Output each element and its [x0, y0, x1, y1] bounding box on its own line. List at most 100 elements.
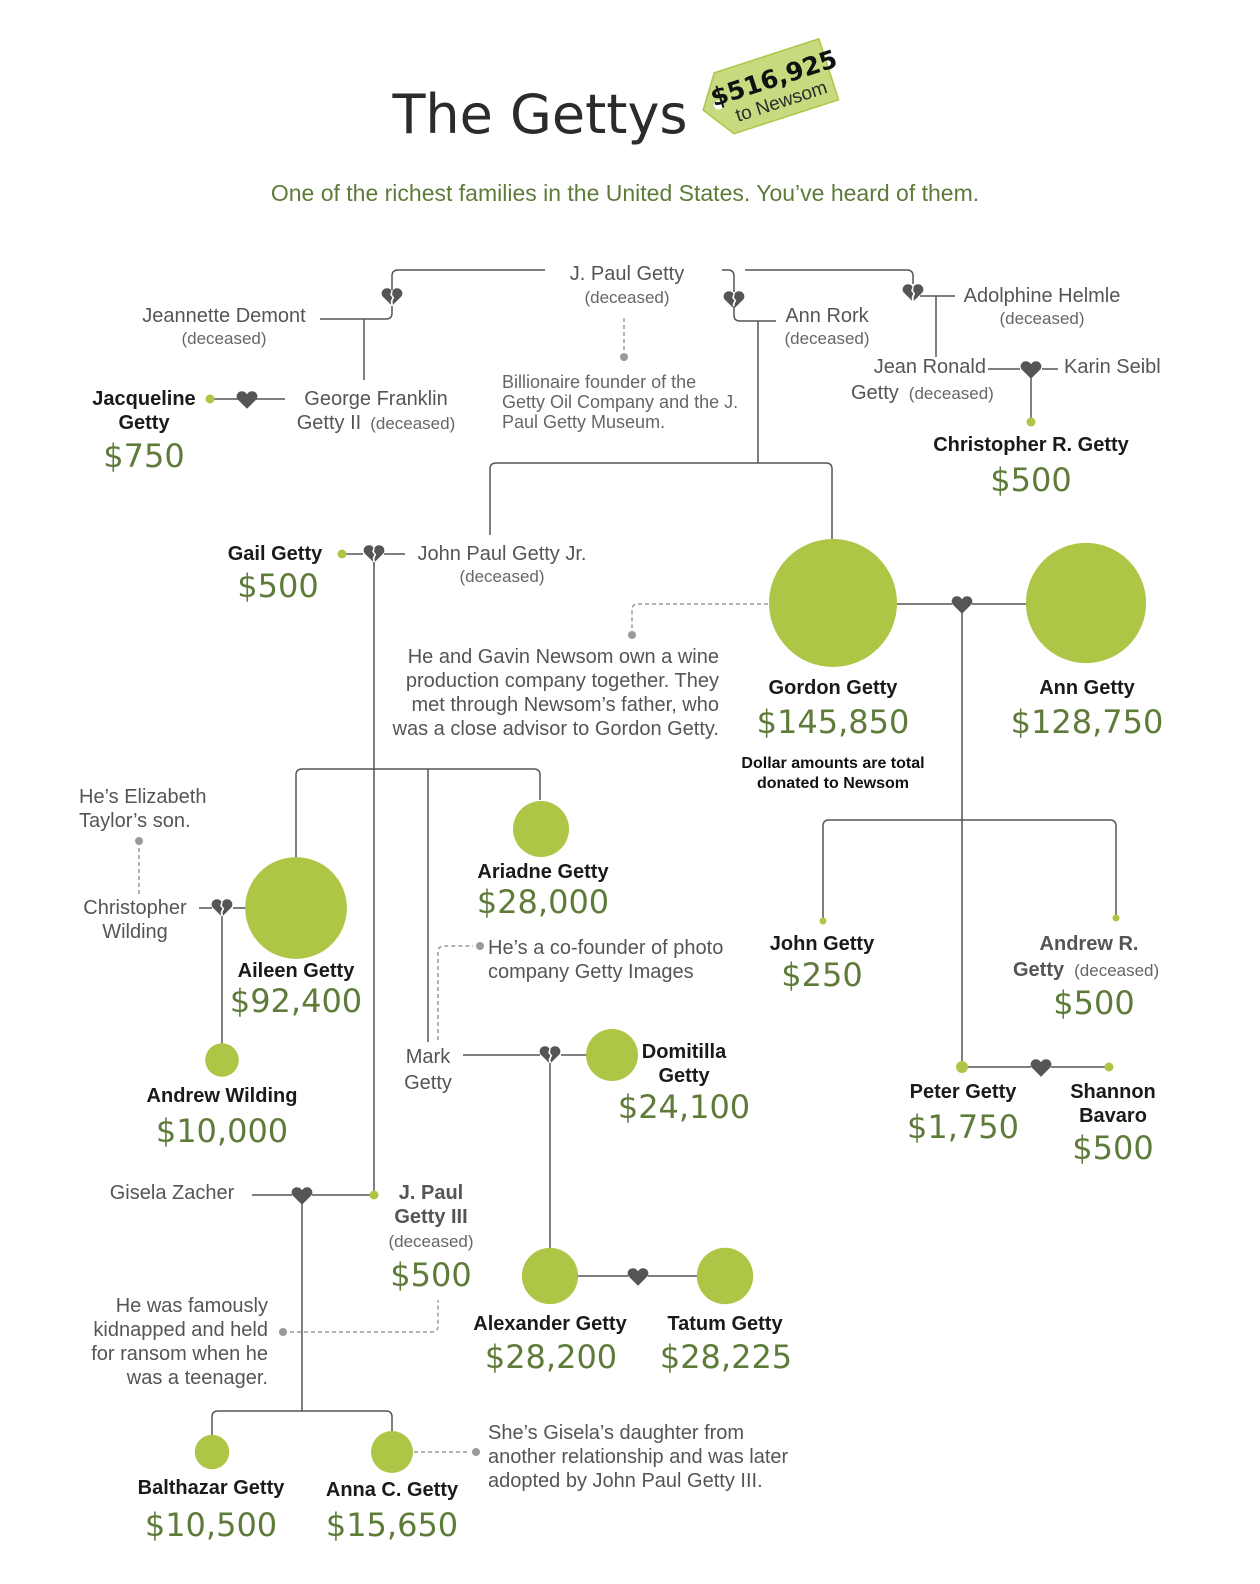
donor-dots	[205, 394, 1120, 1200]
mark-note-line2: company Getty Images	[488, 961, 694, 983]
jpaul-note-line3: Paul Getty Museum.	[502, 412, 665, 432]
kidnap-note-line1: He was famously	[116, 1295, 268, 1317]
heart-icon	[1030, 1059, 1052, 1077]
broken-heart-icon	[211, 899, 233, 916]
dash-mark-note	[437, 945, 473, 1040]
broken-heart-icon	[363, 545, 385, 562]
line-balthazar-anna-bar	[211, 1410, 393, 1437]
bubble-tatum-getty	[696, 1247, 754, 1305]
page-title: The Gettys	[391, 83, 687, 146]
donor-dot-shannon	[1104, 1062, 1114, 1072]
george-name2: Getty II	[297, 412, 361, 434]
gordon-note-line2: production company together. They	[406, 670, 719, 692]
donor-dot-jacqueline	[205, 394, 215, 404]
ann-amount: $128,750	[1011, 703, 1164, 741]
adolphine-status: (deceased)	[999, 309, 1084, 328]
kidnap-note-line2: kidnapped and held	[93, 1319, 268, 1341]
dot-mark-note	[476, 942, 484, 950]
peter-name: Peter Getty	[910, 1081, 1018, 1103]
dot-elizabeth-note	[135, 837, 143, 845]
kidnap-note-line4: was a teenager.	[126, 1367, 268, 1389]
jeanronald-name1: Jean Ronald	[874, 356, 986, 378]
jpjr-name: John Paul Getty Jr.	[418, 543, 587, 565]
jeanronald-status: (deceased)	[909, 384, 994, 403]
connector-lines	[199, 269, 1117, 1437]
bubble-aileen-getty	[245, 857, 347, 959]
gordon-note-line4: was a close advisor to Gordon Getty.	[392, 718, 719, 740]
shannon-name1: Shannon	[1070, 1081, 1156, 1103]
adolphine-name: Adolphine Helmle	[964, 285, 1121, 307]
line-jpaul-annrork	[722, 269, 735, 292]
jacqueline-name1: Jacqueline	[92, 388, 195, 410]
tatum-name: Tatum Getty	[667, 1313, 783, 1335]
shannon-amount: $500	[1072, 1129, 1153, 1167]
line-sons-bar	[489, 462, 833, 540]
dot-jpaul-note	[620, 353, 628, 361]
andrewR-amount: $500	[1053, 984, 1134, 1022]
jpaul-note-line2: Getty Oil Company and the J.	[502, 392, 738, 412]
gordon-amount: $145,850	[757, 703, 910, 741]
anna-note-line1: She’s Gisela’s daughter from	[488, 1422, 744, 1444]
line-jpaul-adolphine	[745, 269, 914, 284]
annrork-status: (deceased)	[784, 329, 869, 348]
bubble-ann-getty	[1025, 542, 1147, 664]
bubble-domitilla-getty	[586, 1029, 638, 1081]
dot-gordon-note	[628, 631, 636, 639]
price-tag-shape	[702, 37, 840, 135]
christopherR-name: Christopher R. Getty	[933, 434, 1129, 456]
christopherR-amount: $500	[990, 461, 1071, 499]
andrewwilding-name: Andrew Wilding	[147, 1085, 298, 1107]
dot-anna-note	[472, 1448, 480, 1456]
mark-name1: Mark	[406, 1046, 451, 1068]
gordon-note-line3: met through Newsom’s father, who	[411, 694, 719, 716]
kidnap-note-line3: for ransom when he	[91, 1343, 268, 1365]
broken-heart-icon	[723, 291, 745, 308]
peter-amount: $1,750	[907, 1108, 1019, 1146]
line-jeannette-marriage	[320, 306, 393, 320]
jpaul-note-line1: Billionaire founder of the	[502, 372, 696, 392]
bubble-alexander-getty	[521, 1247, 579, 1305]
heart-icon	[627, 1268, 649, 1286]
chriswilding-name2: Wilding	[102, 921, 168, 943]
subtitle: One of the richest families in the Unite…	[271, 180, 979, 206]
jp3-name1: J. Paul	[399, 1182, 463, 1204]
annotation-connectors	[135, 318, 768, 1456]
jpaul-status: (deceased)	[584, 288, 669, 307]
heart-icon	[1020, 361, 1042, 379]
shannon-name2: Bavaro	[1079, 1105, 1147, 1127]
donation-price-tag: $516,925 to Newsom	[702, 37, 841, 135]
ariadne-name: Ariadne Getty	[477, 861, 609, 883]
andrewwilding-amount: $10,000	[156, 1112, 288, 1150]
jpjr-status: (deceased)	[459, 567, 544, 586]
annrork-name: Ann Rork	[785, 305, 869, 327]
jp3-status: (deceased)	[388, 1232, 473, 1251]
jp3-name2: Getty III	[394, 1206, 467, 1228]
andrewR-name2: Getty	[1013, 959, 1065, 981]
karin-name: Karin Seibl	[1064, 356, 1161, 378]
bubble-anna-c-getty	[371, 1431, 413, 1473]
elizabeth-note-line2: Taylor’s son.	[79, 810, 191, 832]
ann-name: Ann Getty	[1039, 677, 1135, 699]
caption-line2: donated to Newsom	[757, 775, 909, 792]
broken-heart-icon	[539, 1046, 561, 1063]
price-tag-hole	[713, 100, 723, 110]
donor-dot-christopherR	[1026, 417, 1036, 427]
andrewR-line2: Getty (deceased)	[1013, 959, 1159, 981]
johngetty-name: John Getty	[770, 933, 875, 955]
gordon-note-line1: He and Gavin Newsom own a wine	[408, 646, 719, 668]
caption-line1: Dollar amounts are total	[741, 755, 924, 772]
line-jpaul-jeannette	[391, 269, 545, 290]
balthazar-name: Balthazar Getty	[138, 1477, 286, 1499]
aileen-name: Aileen Getty	[238, 960, 356, 982]
mark-name2: Getty	[404, 1072, 452, 1094]
donor-dot-gail	[337, 549, 347, 559]
aileen-amount: $92,400	[230, 982, 362, 1020]
jeanronald-name2: Getty	[851, 382, 899, 404]
donor-dot-jp3	[369, 1190, 379, 1200]
donation-bubbles	[194, 539, 1147, 1473]
jeannette-status: (deceased)	[181, 329, 266, 348]
jpaul-name: J. Paul Getty	[570, 263, 685, 285]
gordon-name: Gordon Getty	[769, 677, 899, 699]
donor-dot-johngetty	[819, 917, 827, 925]
